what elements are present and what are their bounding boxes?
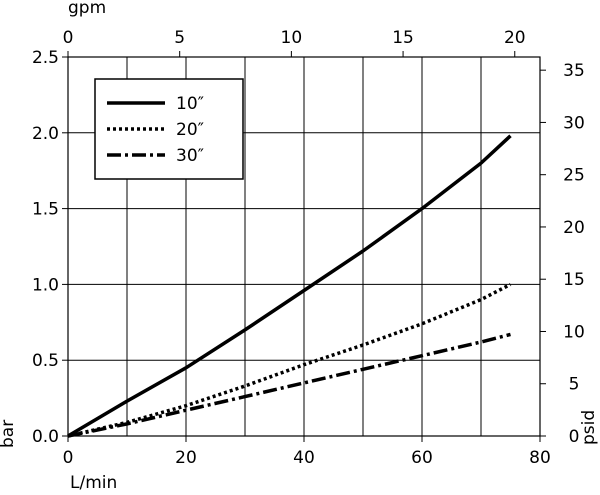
top-tick-label: 15	[392, 28, 414, 48]
legend-label-30: 30″	[176, 146, 204, 166]
y-tick-label: 1.0	[32, 275, 59, 295]
x-axis-title: L/min	[70, 473, 117, 493]
right-tick-label: 20	[563, 218, 585, 238]
right-tick-label: 30	[563, 113, 585, 133]
y-tick-label: 2.5	[32, 48, 59, 68]
right-tick-label: 15	[563, 270, 585, 290]
y-tick-label: 0.0	[32, 427, 59, 447]
right-axis-title: psid	[579, 410, 599, 445]
top-tick-label: 0	[63, 28, 74, 48]
y-tick-label: 1.5	[32, 200, 59, 220]
legend-label-20: 20″	[176, 120, 204, 140]
y-axis-title: bar	[0, 420, 18, 448]
y-tick-label: 0.5	[32, 351, 59, 371]
top-axis-title: gpm	[68, 0, 106, 18]
x-tick-label: 0	[63, 448, 74, 468]
legend-box	[94, 78, 244, 180]
legend: 10″ 20″ 30″	[94, 78, 244, 180]
x-tick-label: 80	[529, 448, 551, 468]
x-tick-label: 20	[175, 448, 197, 468]
series-line	[67, 134, 512, 438]
top-tick-label: 5	[174, 28, 185, 48]
series-line	[67, 282, 512, 438]
x-tick-label: 60	[411, 448, 433, 468]
y-tick-label: 2.0	[32, 124, 59, 144]
legend-label-10: 10″	[176, 94, 204, 114]
x-tick-label: 40	[293, 448, 315, 468]
top-tick-label: 20	[504, 28, 526, 48]
series-lines	[67, 134, 512, 438]
ticks: 0 20 40 60 800 5 10 15 200.00.51.01.52.02.505101…	[32, 28, 585, 468]
right-tick-label: 5	[569, 375, 580, 395]
right-tick-label: 10	[563, 322, 585, 342]
series-line	[67, 332, 511, 438]
top-tick-label: 10	[281, 28, 303, 48]
right-tick-label: 35	[563, 61, 585, 81]
right-tick-label: 25	[563, 166, 585, 186]
right-tick-label: 0	[569, 427, 580, 447]
